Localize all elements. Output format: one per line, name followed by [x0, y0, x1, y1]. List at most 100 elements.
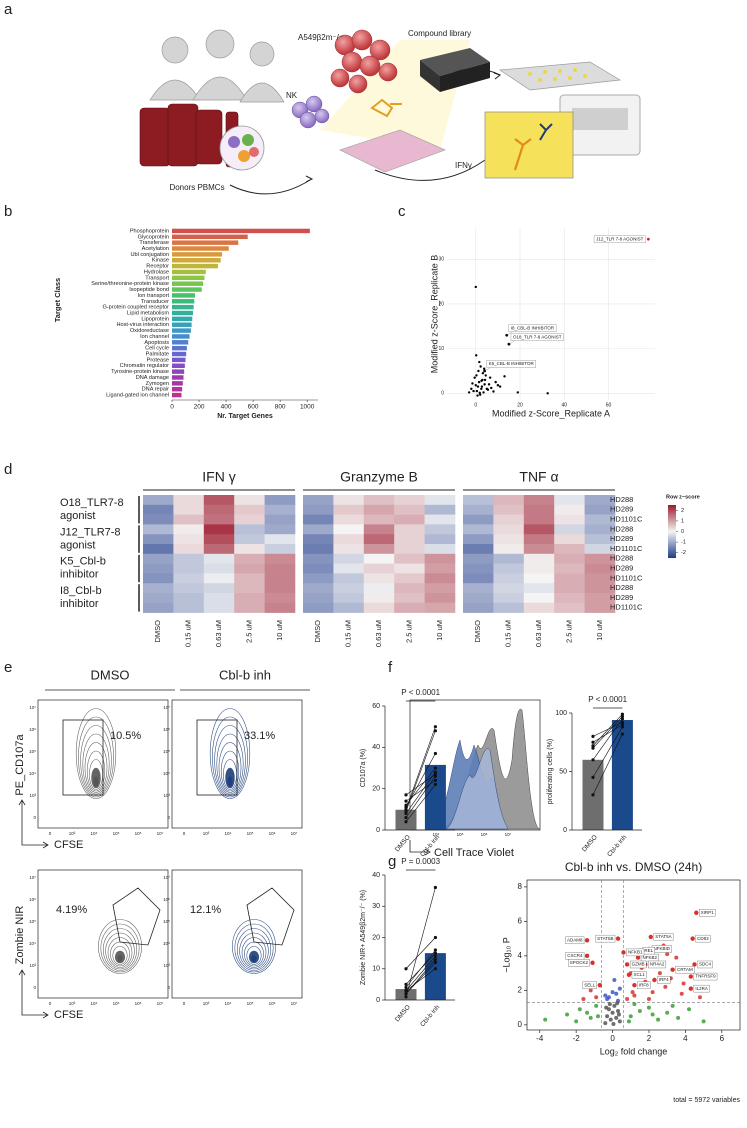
heatmap-cell [303, 524, 334, 535]
bar [172, 304, 194, 310]
contour [209, 708, 251, 799]
panel-letter: d [4, 461, 12, 478]
gene-label: NR4A2 [650, 962, 665, 967]
pair-point [433, 778, 437, 783]
heatmap-cell [363, 534, 395, 545]
heatmap-cell [234, 593, 265, 604]
row-group-label: agonist [60, 539, 95, 551]
y-tick-label: 10⁶ [163, 727, 170, 732]
point [681, 981, 686, 986]
x-tick-label: 40 [561, 402, 567, 408]
heatmap-cell [303, 544, 334, 555]
x-tick-label: 10⁴ [225, 831, 232, 836]
heatmap-cell [394, 583, 425, 594]
y-tick-label: 10⁶ [163, 897, 170, 902]
heatmap-cell [333, 504, 365, 515]
point [482, 391, 485, 394]
pair-point [404, 982, 408, 986]
point [481, 371, 485, 375]
bar [172, 316, 193, 322]
heatmap-cell [234, 504, 265, 515]
gene-label: NFKB1 [628, 950, 643, 955]
heatmap-cell [394, 602, 425, 613]
bar [172, 275, 205, 281]
heatmap-cell [303, 602, 334, 613]
y-axis-label: Zombie NIR [14, 906, 26, 965]
heatmap-cell [584, 544, 616, 555]
pair-point [433, 967, 437, 971]
heatmap-cell [173, 573, 205, 584]
gene-label-box [653, 933, 674, 941]
pair-point [433, 951, 437, 955]
plot-frame [37, 699, 169, 829]
pair-point [433, 885, 437, 890]
heatmap-cell [303, 583, 334, 594]
annotation-label: J12_TLR 7-8 AGONIST [596, 236, 644, 241]
bar [172, 258, 221, 263]
x-axis-label: Cell Trace Violet [434, 847, 514, 859]
colorbar-tick-label: -1 [681, 540, 686, 546]
heatmap-cell [143, 544, 174, 555]
category-label: Isopeptide bond [129, 287, 169, 293]
y-tick-label: 40 [372, 744, 380, 751]
bar [172, 357, 186, 363]
x-axis-label: Log₂ fold change [600, 1046, 668, 1056]
bar [172, 322, 192, 327]
row-label: HD288 [610, 554, 633, 563]
point [486, 388, 490, 391]
point [474, 384, 477, 387]
heatmap-cell [493, 583, 525, 594]
heatmap-cell [143, 593, 174, 604]
point [574, 1019, 579, 1024]
gate [196, 719, 238, 796]
heatmap-cell [424, 553, 456, 564]
point [650, 990, 655, 995]
heatmap-cell [424, 495, 456, 506]
pair-line [405, 968, 436, 991]
contour [212, 716, 248, 798]
row-group-label: I8_Cbl-b [60, 585, 102, 597]
y-tick-label: 10⁶ [29, 727, 36, 732]
point [646, 1005, 651, 1010]
bar [172, 334, 190, 339]
point [543, 1017, 548, 1022]
labeled-point [615, 936, 621, 941]
heatmap-cell [554, 524, 585, 535]
pair-point [591, 734, 595, 739]
y-tick-label: 0 [376, 997, 380, 1004]
heatmap-cell [394, 534, 425, 545]
category-label: Lipoprotein [141, 316, 169, 322]
y-tick-label: 6 [518, 916, 523, 925]
contour [82, 733, 110, 795]
y-tick-label: 10⁷ [29, 705, 36, 710]
heatmap-cell [234, 573, 265, 584]
annotation-label: K5_CBL-B INHIBITOR [489, 361, 535, 366]
heatmap-cell [463, 583, 494, 594]
heatmap-cell [554, 563, 585, 574]
heatmap-cell [333, 602, 365, 613]
heatmap-cell [264, 544, 296, 555]
gene-label: SPOCK2 [570, 960, 589, 965]
gene-label: XIRP1 [701, 910, 715, 915]
heatmap-cell [584, 524, 616, 535]
annotation-box [593, 235, 646, 243]
heatmap-cell [264, 593, 296, 604]
bar [172, 345, 187, 351]
gene-label: SDC4 [699, 962, 712, 967]
labeled-point [597, 982, 603, 988]
heatmap-cell [363, 504, 395, 515]
category-label: Lipid metabolism [127, 310, 169, 316]
heatmap-cell [493, 534, 525, 545]
point [603, 993, 608, 998]
heatmap-cell [493, 514, 525, 525]
y-tick-label: 100 [555, 710, 567, 717]
annotation-label: I8_CBL-B INHIBITOR [511, 325, 555, 330]
point [475, 374, 478, 377]
heatmap-cell [143, 504, 174, 515]
x-tick-label: 10⁵ [247, 831, 254, 836]
point [503, 375, 506, 378]
heatmap-cell [143, 573, 174, 584]
pair-point [433, 782, 437, 787]
contour [246, 946, 262, 965]
